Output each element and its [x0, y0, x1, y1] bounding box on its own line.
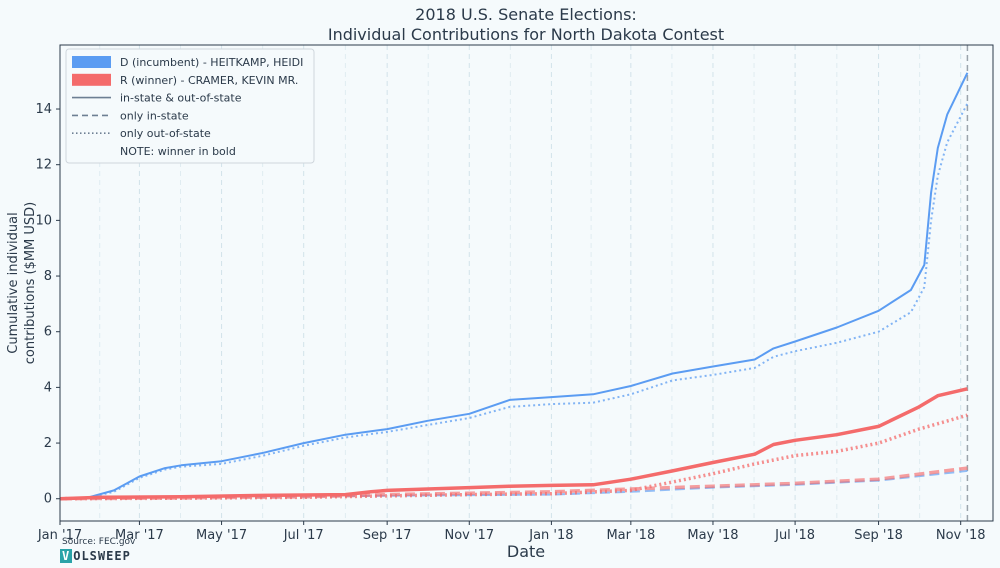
legend-label: R (winner) - CRAMER, KEVIN MR.: [120, 74, 298, 87]
chart-title-line-2: Individual Contributions for North Dakot…: [328, 25, 724, 44]
legend-label: in-state & out-of-state: [120, 92, 242, 105]
logo-text: OLSWEEP: [73, 549, 131, 563]
x-tick-label: Jan '17: [37, 528, 82, 543]
legend: D (incumbent) - HEITKAMP, HEIDI R (winner…: [65, 48, 315, 164]
x-tick-label: May '17: [196, 528, 247, 543]
series-lines: [59, 72, 969, 501]
y-tick-label: 14: [35, 102, 52, 117]
x-axis: Jan '17 Mar '17 May '17 Jul '17 Sep '17 Nov '…: [37, 521, 986, 543]
x-tick-label: Nov '18: [936, 528, 986, 543]
y-axis-label-line-1: Cumulative individual: [6, 212, 21, 353]
legend-swatch: [72, 73, 111, 86]
y-axis-label-line-2: contributions ($MM USD): [23, 202, 38, 364]
y-tick-label: 0: [44, 492, 52, 507]
series-D-total: [59, 72, 969, 500]
grid: [59, 45, 969, 521]
volsweep-logo: V OLSWEEP: [60, 549, 131, 563]
source-note: Source: FEC.gov: [62, 537, 136, 547]
y-tick-label: 8: [44, 269, 52, 284]
y-tick-label: 4: [44, 380, 52, 395]
y-axis: 0 2 4 6 8 10 12 14: [35, 102, 60, 507]
x-tick-label: Mar '18: [606, 528, 655, 543]
x-tick-label: Sep '18: [854, 528, 903, 543]
y-tick-label: 6: [44, 325, 52, 340]
legend-label: only in-state: [120, 109, 189, 122]
logo-v: V: [60, 549, 73, 563]
x-tick-label: May '18: [687, 528, 738, 543]
chart-title-line-1: 2018 U.S. Senate Elections:: [415, 5, 637, 24]
x-tick-label: Sep '17: [363, 528, 412, 543]
y-tick-label: 10: [35, 213, 52, 228]
y-tick-label: 2: [44, 436, 52, 451]
y-tick-label: 12: [35, 158, 52, 173]
x-axis-label: Date: [507, 542, 545, 561]
legend-box: [65, 48, 315, 164]
legend-label: NOTE: winner in bold: [120, 145, 236, 158]
legend-label: only out-of-state: [120, 127, 211, 140]
x-tick-label: Jan '18: [528, 528, 573, 543]
x-tick-label: Nov '17: [444, 528, 494, 543]
plot-frame: [59, 44, 994, 522]
x-tick-label: Jul '18: [774, 528, 815, 543]
x-tick-label: Jul '17: [283, 528, 324, 543]
legend-label: D (incumbent) - HEITKAMP, HEIDI: [120, 56, 303, 69]
x-tick-label: Mar '17: [115, 528, 164, 543]
legend-swatch: [72, 56, 111, 68]
series-R-in-state: [59, 466, 968, 501]
